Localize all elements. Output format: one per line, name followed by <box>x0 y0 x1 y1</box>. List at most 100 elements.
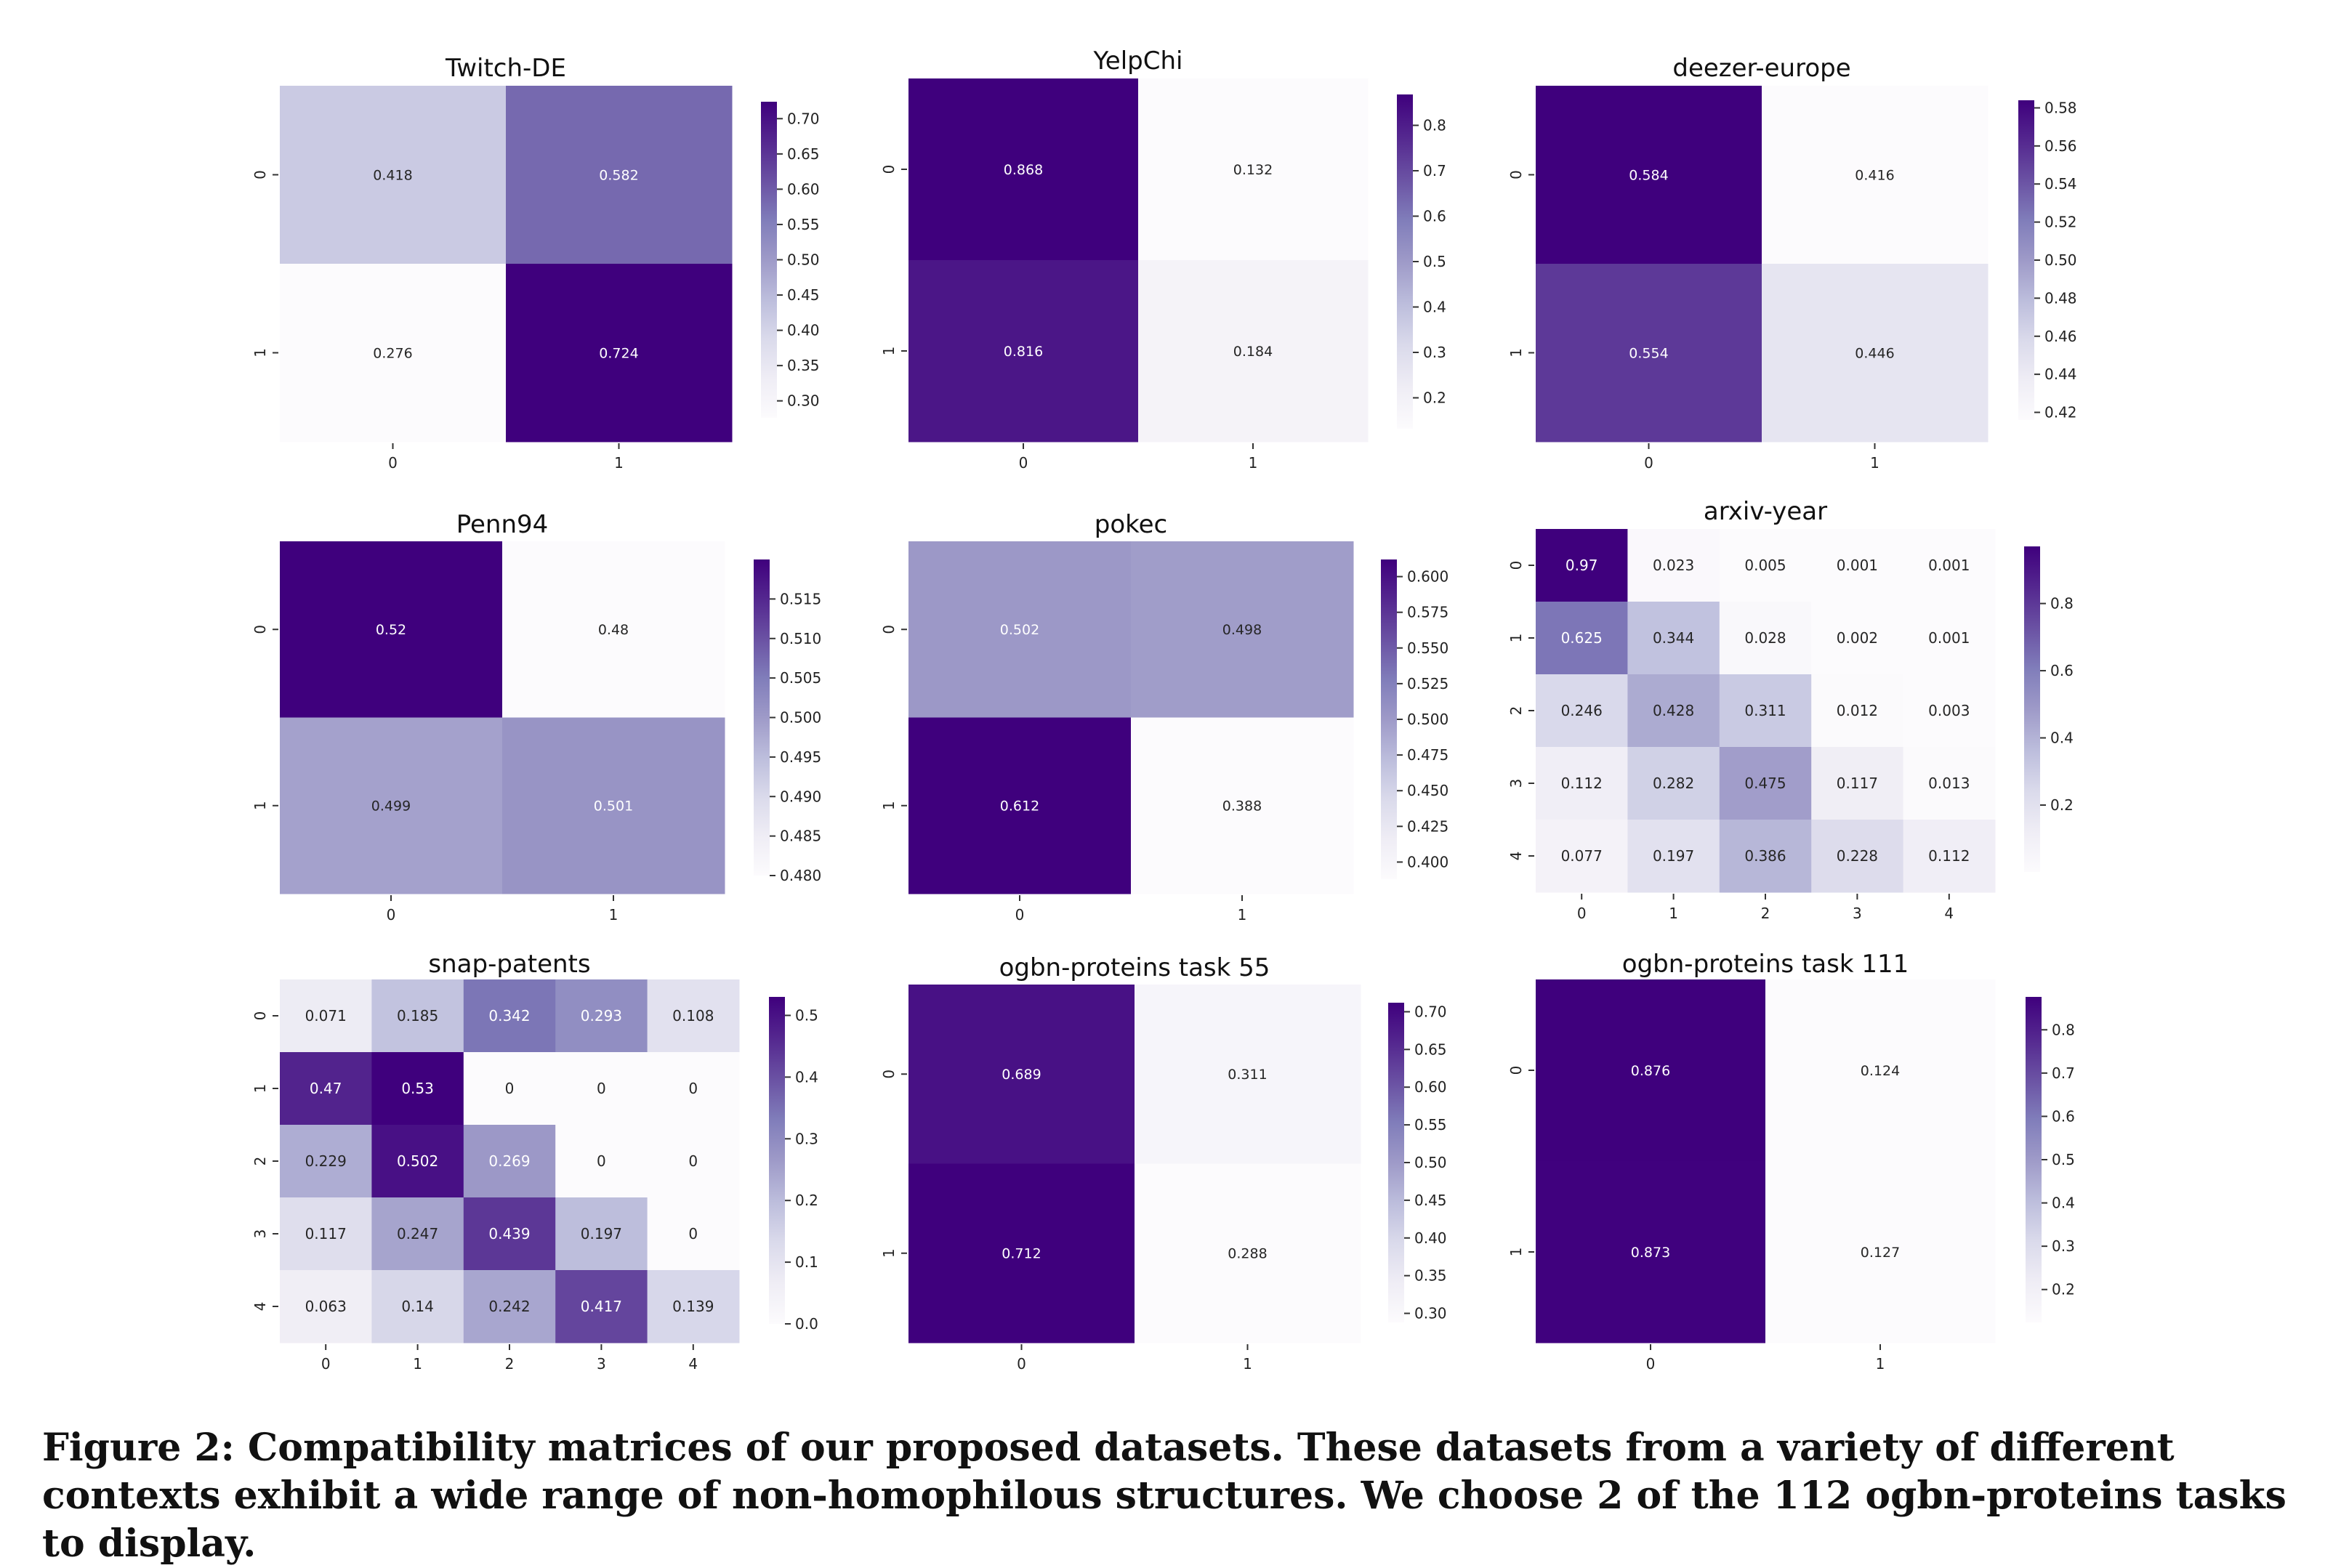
heatmap-cell <box>1536 747 1628 820</box>
colorbar-tick-label: 0.7 <box>2052 1064 2075 1082</box>
row-tick-label: 3 <box>251 1229 269 1239</box>
heatmap-cell <box>280 264 507 442</box>
row-tick-label: 0 <box>1507 170 1525 179</box>
heatmap-cell <box>1536 264 1762 442</box>
heatmap-cell <box>555 1270 648 1343</box>
heatmap-cell <box>1131 541 1354 718</box>
row-tick-label: 3 <box>1507 779 1525 788</box>
heatmap-cell <box>1135 985 1361 1164</box>
heatmap-title: YelpChi <box>1093 47 1183 76</box>
heatmap-cell <box>647 1125 740 1198</box>
heatmap-cell <box>1536 529 1628 602</box>
colorbar-tick-label: 0.45 <box>1414 1192 1447 1209</box>
colorbar-tick-label: 0.70 <box>1414 1003 1447 1020</box>
row-tick-label: 1 <box>1507 1248 1525 1257</box>
heatmap-panel-1: Twitch-DE 0.418 0.582 0.276 0.724 0 1 0 1 0.30 0.3… <box>251 54 820 472</box>
heatmap-panel-8: ogbn-proteins task 55 0.689 0.311 0.712 0.28… <box>880 953 1447 1373</box>
heatmap-panel-3: deezer-europe 0.584 0.416 0.554 0.446 0 1 0 1 0.4… <box>1507 54 2077 472</box>
cell-value-label: 0.071 <box>305 1007 347 1025</box>
cell-value-label: 0.012 <box>1837 702 1878 719</box>
cell-value-label: 0.013 <box>1928 775 1970 792</box>
heatmap-cell <box>1719 529 1812 602</box>
row-tick-label: 1 <box>1507 348 1525 357</box>
col-tick-label: 0 <box>388 454 398 472</box>
col-tick-label: 0 <box>1019 454 1028 472</box>
colorbar-tick-label: 0.525 <box>1407 675 1448 692</box>
cell-value-label: 0.342 <box>488 1007 530 1025</box>
heatmap-panel-4: Penn94 0.52 0.48 0.499 0.501 0 1 0 1 0.480 0.485 0.… <box>251 510 821 924</box>
cell-value-label: 0.028 <box>1744 629 1786 647</box>
cell-value-label: 0.582 <box>599 167 638 183</box>
heatmap-cell <box>1719 747 1812 820</box>
col-tick-label: 1 <box>413 1355 422 1373</box>
cell-value-label: 0.002 <box>1837 629 1878 647</box>
heatmap-cell <box>1811 529 1904 602</box>
heatmap-cell <box>647 1197 740 1271</box>
colorbar-tick-label: 0.50 <box>2044 251 2077 269</box>
cell-value-label: 0.184 <box>1233 344 1273 360</box>
heatmap-cell <box>463 1270 556 1343</box>
colorbar-tick-label: 0.2 <box>2052 1281 2075 1298</box>
colorbar-tick-label: 0.50 <box>1414 1154 1447 1171</box>
cell-value-label: 0.612 <box>1000 799 1039 815</box>
heatmap-cell <box>555 1125 648 1198</box>
col-tick-label: 1 <box>1243 1355 1252 1373</box>
row-tick-label: 2 <box>251 1157 269 1166</box>
cell-value-label: 0.228 <box>1837 847 1878 865</box>
cell-value-label: 0.311 <box>1228 1067 1267 1083</box>
heatmap-cell <box>280 541 503 718</box>
colorbar-tick-label: 0.480 <box>780 867 821 884</box>
heatmap-cell <box>1903 747 1996 820</box>
heatmap-cell <box>1627 602 1720 675</box>
colorbar-tick-label: 0.58 <box>2044 99 2077 116</box>
heatmap-panel-9: ogbn-proteins task 111 0.876 0.124 0.873 0.1… <box>1507 950 2075 1373</box>
heatmap-panel-5: pokec 0.502 0.498 0.612 0.388 0 1 0 1 0.400 0.425 0… <box>880 510 1448 924</box>
cell-value-label: 0.97 <box>1566 557 1598 574</box>
colorbar <box>1388 1003 1404 1322</box>
cell-value-label: 0.108 <box>672 1007 714 1025</box>
cell-value-label: 0.185 <box>397 1007 438 1025</box>
cell-value-label: 0.53 <box>401 1080 434 1097</box>
heatmap-cell <box>1627 674 1720 748</box>
row-tick-label: 4 <box>1507 852 1525 861</box>
colorbar-tick-label: 0.40 <box>1414 1229 1447 1247</box>
colorbar-tick-label: 0.2 <box>1423 389 1446 407</box>
colorbar-tick-label: 0.8 <box>2050 595 2074 613</box>
colorbar-tick-label: 0.485 <box>780 828 821 845</box>
colorbar-tick-label: 0.400 <box>1407 853 1448 870</box>
heatmap-cell <box>1135 1163 1361 1343</box>
cell-value-label: 0 <box>688 1225 698 1242</box>
cell-value-label: 0.502 <box>397 1152 438 1170</box>
heatmap-cell <box>908 541 1132 718</box>
cell-value-label: 0.876 <box>1631 1063 1670 1079</box>
colorbar <box>2026 997 2042 1322</box>
colorbar-tick-label: 0.490 <box>780 788 821 805</box>
col-tick-label: 1 <box>1870 454 1879 472</box>
row-tick-label: 0 <box>1507 1066 1525 1075</box>
heatmap-cell <box>555 979 648 1053</box>
heatmap-cell <box>463 1125 556 1198</box>
heatmap-cell <box>908 717 1132 894</box>
cell-value-label: 0.625 <box>1561 629 1603 647</box>
heatmap-cell <box>555 1197 648 1271</box>
colorbar-tick-label: 0.4 <box>2052 1195 2075 1212</box>
cell-value-label: 0.139 <box>672 1298 714 1315</box>
row-tick-label: 1 <box>880 1248 898 1258</box>
col-tick-label: 1 <box>609 906 618 924</box>
cell-value-label: 0.52 <box>376 622 406 638</box>
cell-value-label: 0.124 <box>1861 1063 1900 1079</box>
heatmap-cell <box>280 1125 372 1198</box>
heatmap-cell <box>647 1270 740 1343</box>
colorbar-tick-label: 0.450 <box>1407 782 1448 799</box>
colorbar-tick-label: 0.55 <box>787 216 820 233</box>
heatmap-cell <box>908 78 1139 261</box>
heatmap-cell <box>506 86 733 264</box>
colorbar <box>2018 100 2034 420</box>
cell-value-label: 0.584 <box>1629 167 1668 183</box>
row-tick-label: 0 <box>251 170 269 179</box>
heatmap-cell <box>1627 529 1720 602</box>
figure-caption: Figure 2: Compatibility matrices of our … <box>42 1426 2286 1566</box>
row-tick-label: 1 <box>1507 634 1525 643</box>
colorbar <box>761 102 777 418</box>
heatmap-cell <box>280 1270 372 1343</box>
